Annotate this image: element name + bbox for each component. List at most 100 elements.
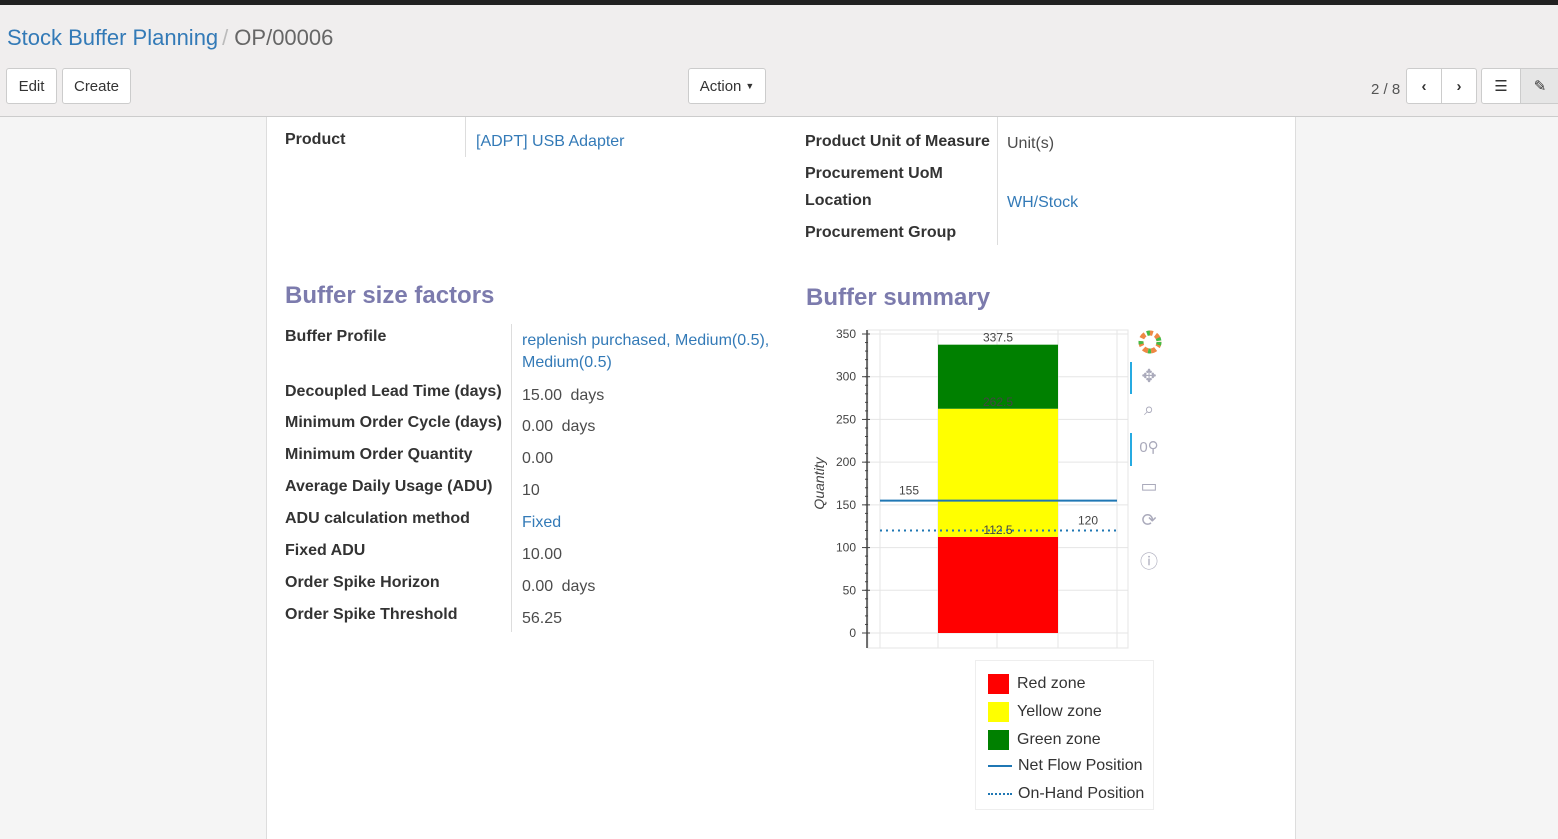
chevron-left-icon: ‹ (1421, 77, 1427, 95)
factor-value-text: 10 (522, 482, 540, 499)
factor-value-text: 15.00 (522, 387, 563, 404)
bokeh-logo-icon (1138, 330, 1162, 359)
breadcrumb-current: OP/00006 (234, 25, 334, 50)
factor-value[interactable]: replenish purchased, Medium(0.5), Medium… (522, 330, 782, 374)
factor-value[interactable]: Fixed (522, 512, 782, 534)
factor-value: 0.00 (522, 448, 782, 470)
location-label: Location (805, 192, 872, 209)
legend-label: Green zone (1017, 731, 1101, 748)
chevron-right-icon: › (1456, 77, 1462, 95)
reset-tool-icon[interactable]: ⟳ (1141, 510, 1157, 530)
y-tick-label: 50 (843, 583, 857, 597)
solid-line-swatch (988, 765, 1012, 767)
factor-value-text: replenish purchased, Medium(0.5), Medium… (522, 332, 770, 371)
caret-down-icon: ▼ (745, 81, 755, 91)
y-tick-label: 200 (836, 455, 856, 469)
active-tool-indicator (1130, 362, 1132, 394)
bar-label: 337.5 (983, 331, 1013, 345)
bar-label: 262.5 (983, 395, 1013, 409)
factor-label: Buffer Profile (285, 328, 387, 345)
list-view-button[interactable]: ☰ (1481, 68, 1521, 104)
procurement-uom-label: Procurement UoM (805, 165, 943, 182)
buffer-size-factors-title: Buffer size factors (285, 282, 495, 309)
pager-next-button[interactable]: › (1441, 68, 1477, 104)
factor-value-text: 0.00 (522, 418, 554, 435)
action-label: Action (699, 77, 742, 95)
legend-label: On-Hand Position (1018, 785, 1145, 802)
factor-value-text: 0.00 (522, 450, 554, 467)
factor-value: 56.25 (522, 608, 782, 630)
buffer-summary-title: Buffer summary (806, 284, 991, 311)
factor-value: 10 (522, 480, 782, 502)
y-tick-label: 100 (836, 541, 856, 555)
factor-value: 0.00 days (522, 576, 782, 598)
bar-label: 112.5 (983, 523, 1012, 537)
legend-label: Red zone (1017, 675, 1086, 692)
product-value[interactable]: [ADPT] USB Adapter (476, 133, 625, 150)
factor-unit: days (561, 578, 596, 595)
list-icon: ☰ (1494, 78, 1508, 95)
help-tool-icon[interactable]: ⓘ (1140, 552, 1158, 572)
form-view-button[interactable]: ✎ (1520, 68, 1558, 104)
pager-value: 2 / 8 (1371, 81, 1401, 98)
breadcrumb: Stock Buffer Planning / OP/00006 (7, 25, 333, 51)
dotted-line-swatch (988, 793, 1012, 795)
legend-label: Net Flow Position (1018, 757, 1143, 774)
bar-yellow-zone (938, 408, 1058, 537)
product-label: Product (285, 131, 346, 148)
divider (511, 324, 512, 632)
y-tick-label: 0 (849, 626, 856, 640)
factor-value: 0.00 days (522, 416, 782, 438)
factor-label: ADU calculation method (285, 510, 470, 527)
edit-button[interactable]: Edit (6, 68, 57, 104)
factor-unit: days (561, 418, 596, 435)
y-axis-label: Quantity (811, 456, 827, 509)
factor-label: Order Spike Horizon (285, 574, 440, 591)
legend-label: Yellow zone (1017, 703, 1102, 720)
pager-previous-button[interactable]: ‹ (1406, 68, 1442, 104)
factor-value-text: 56.25 (522, 610, 563, 627)
y-tick-label: 350 (836, 327, 856, 341)
line-label: 155 (899, 484, 919, 498)
action-dropdown[interactable]: Action ▼ (688, 68, 766, 104)
uom-label: Product Unit of Measure (805, 133, 990, 150)
factor-label: Fixed ADU (285, 542, 366, 559)
bar-green-zone (938, 344, 1058, 409)
red-swatch (988, 674, 1009, 694)
factor-value-text: 10.00 (522, 546, 563, 563)
factor-label: Order Spike Threshold (285, 606, 458, 623)
legend-item-green: Green zone (988, 730, 1101, 750)
wheel-zoom-tool-icon[interactable]: 0⚲ (1139, 439, 1159, 456)
line-label: 120 (1078, 513, 1098, 527)
save-tool-icon[interactable]: ▭ (1140, 476, 1158, 496)
legend-item-on-hand: On-Hand Position (988, 785, 1144, 803)
location-value[interactable]: WH/Stock (1007, 194, 1079, 211)
control-panel: Stock Buffer Planning / OP/00006 Edit Crea… (0, 5, 1558, 117)
box-zoom-tool-icon[interactable]: ⌕ (1143, 399, 1155, 419)
edit-form-icon: ✎ (1533, 78, 1547, 95)
create-button[interactable]: Create (62, 68, 131, 104)
factor-label: Average Daily Usage (ADU) (285, 478, 493, 495)
divider (997, 117, 998, 245)
y-tick-label: 300 (836, 370, 856, 384)
y-tick-label: 250 (836, 412, 856, 426)
buffer-chart: 0 50 100 150 200 250 300 350 Quantity 112.5 262.5 3… (811, 327, 1129, 649)
yellow-swatch (988, 702, 1009, 722)
factor-value: 15.00 days (522, 385, 782, 407)
legend-item-net-flow: Net Flow Position (988, 757, 1143, 775)
factor-unit: days (570, 387, 605, 404)
uom-value: Unit(s) (1007, 135, 1055, 152)
factor-label: Decoupled Lead Time (days) (285, 383, 502, 400)
y-tick-label: 150 (836, 498, 856, 512)
factor-value: 10.00 (522, 544, 782, 566)
top-bar (0, 0, 1558, 5)
breadcrumb-parent[interactable]: Stock Buffer Planning (7, 25, 219, 50)
divider (465, 117, 466, 157)
pan-tool-icon[interactable]: ✥ (1141, 366, 1157, 386)
factor-value-text: 0.00 (522, 578, 554, 595)
procurement-group-label: Procurement Group (805, 224, 957, 241)
factor-label: Minimum Order Quantity (285, 446, 473, 463)
breadcrumb-separator: / (222, 25, 229, 50)
bar-red-zone (938, 536, 1058, 633)
factor-value-text: Fixed (522, 514, 562, 531)
